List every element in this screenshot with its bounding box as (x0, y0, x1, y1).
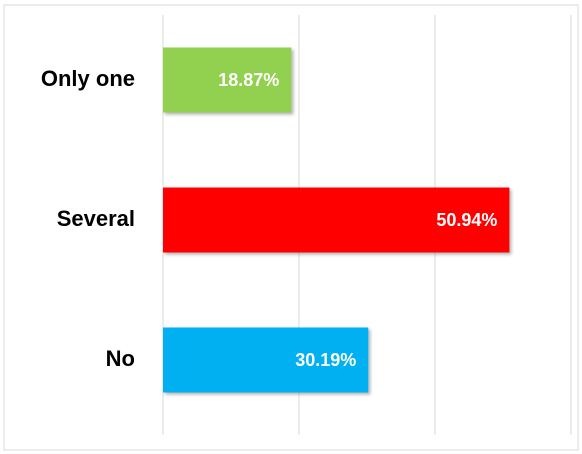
y-tick-label: Only one (41, 66, 135, 91)
y-tick-label: Several (57, 206, 135, 231)
bar (163, 47, 292, 113)
y-tick-label: No (106, 346, 135, 371)
value-label: 18.87% (218, 70, 279, 90)
value-label: 30.19% (295, 350, 356, 370)
bar (163, 327, 369, 393)
chart-border (3, 4, 579, 451)
bar (163, 187, 510, 253)
value-label: 50.94% (436, 210, 497, 230)
